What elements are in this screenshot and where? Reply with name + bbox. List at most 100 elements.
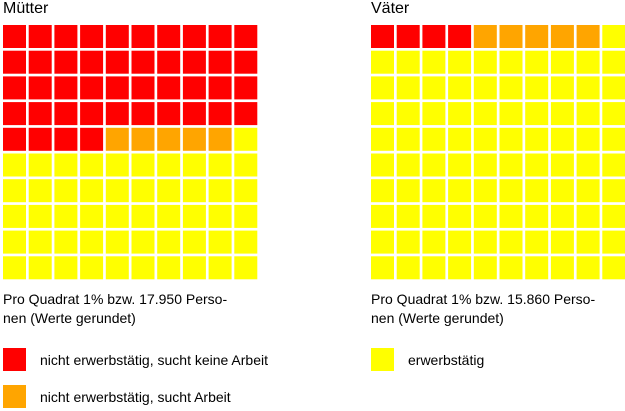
fathers-waffle-square: [422, 230, 446, 254]
fathers-waffle-square: [576, 256, 600, 280]
mothers-waffle-square: [80, 127, 104, 151]
mothers-waffle-square: [3, 179, 26, 203]
mothers-waffle-square: [208, 256, 232, 280]
fathers-waffle-square: [422, 127, 446, 151]
mothers-waffle-square: [3, 153, 26, 177]
fathers-waffle-square: [525, 179, 549, 203]
mothers-waffle-square: [131, 204, 155, 228]
mothers-waffle-square: [157, 204, 181, 228]
fathers-waffle-square: [473, 230, 497, 254]
fathers-waffle-square: [602, 230, 625, 254]
mothers-waffle-square: [157, 102, 181, 126]
mothers-waffle-square: [182, 50, 206, 74]
fathers-waffle-square: [371, 76, 394, 100]
fathers-waffle-square: [422, 179, 446, 203]
fathers-waffle-square: [525, 127, 549, 151]
fathers-waffle-square: [396, 256, 420, 280]
fathers-waffle-square: [525, 204, 549, 228]
fathers-waffle-square: [550, 256, 574, 280]
mothers-waffle-square: [234, 204, 258, 228]
mothers-waffle-square: [131, 25, 155, 48]
fathers-waffle-square: [525, 256, 549, 280]
mothers-waffle-square: [234, 102, 258, 126]
fathers-waffle-square: [576, 25, 600, 48]
mothers-waffle-square: [234, 76, 258, 100]
legend-item-working: erwerbstätig: [371, 348, 484, 371]
fathers-waffle-square: [448, 230, 472, 254]
fathers-waffle-square: [448, 76, 472, 100]
fathers-waffle-square: [396, 50, 420, 74]
mothers-waffle-square: [105, 204, 129, 228]
fathers-waffle-square: [550, 25, 574, 48]
mothers-waffle-square: [54, 25, 78, 48]
mothers-waffle-square: [105, 230, 129, 254]
mothers-waffle-square: [54, 230, 78, 254]
mothers-waffle-square: [80, 25, 104, 48]
fathers-waffle-square: [576, 76, 600, 100]
fathers-waffle-square: [371, 204, 394, 228]
mothers-waffle-square: [131, 256, 155, 280]
fathers-title: Väter: [371, 0, 410, 17]
mothers-waffle-square: [105, 153, 129, 177]
mothers-waffle-square: [157, 25, 181, 48]
mothers-waffle-square: [157, 179, 181, 203]
mothers-waffle-square: [3, 102, 26, 126]
mothers-waffle-square: [54, 76, 78, 100]
fathers-waffle-square: [602, 76, 625, 100]
mothers-waffle-square: [157, 153, 181, 177]
legend-swatch-orange: [3, 385, 26, 408]
fathers-waffle-square: [422, 76, 446, 100]
mothers-waffle-square: [54, 153, 78, 177]
mothers-waffle-square: [3, 230, 26, 254]
fathers-waffle-square: [448, 102, 472, 126]
fathers-waffle-square: [473, 256, 497, 280]
mothers-waffle-square: [131, 230, 155, 254]
mothers-waffle-square: [3, 76, 26, 100]
mothers-waffle-square: [131, 153, 155, 177]
mothers-waffle-square: [105, 256, 129, 280]
fathers-waffle-square: [602, 256, 625, 280]
fathers-waffle-square: [371, 230, 394, 254]
mothers-waffle-square: [54, 102, 78, 126]
mothers-waffle-square: [80, 179, 104, 203]
fathers-waffle-square: [371, 50, 394, 74]
fathers-waffle-square: [422, 102, 446, 126]
mothers-waffle-square: [28, 153, 52, 177]
mothers-waffle-square: [28, 204, 52, 228]
fathers-waffle-square: [422, 256, 446, 280]
mothers-waffle-square: [157, 50, 181, 74]
fathers-waffle-square: [550, 127, 574, 151]
mothers-waffle-square: [80, 153, 104, 177]
mothers-waffle-square: [3, 50, 26, 74]
mothers-waffle-square: [208, 153, 232, 177]
fathers-waffle-square: [448, 204, 472, 228]
fathers-waffle-square: [396, 153, 420, 177]
waffle-charts: [3, 25, 625, 280]
mothers-waffle-square: [157, 76, 181, 100]
fathers-waffle-square: [525, 76, 549, 100]
mothers-waffle-square: [234, 153, 258, 177]
mothers-waffle-square: [234, 256, 258, 280]
fathers-waffle-square: [602, 127, 625, 151]
fathers-waffle-square: [602, 179, 625, 203]
fathers-waffle-square: [525, 102, 549, 126]
fathers-waffle-square: [576, 204, 600, 228]
mothers-waffle-square: [234, 25, 258, 48]
fathers-waffle-square: [396, 204, 420, 228]
mothers-waffle-square: [208, 25, 232, 48]
mothers-waffle-square: [54, 50, 78, 74]
mothers-waffle-square: [131, 179, 155, 203]
fathers-waffle-square: [448, 50, 472, 74]
mothers-title: Mütter: [3, 0, 49, 17]
fathers-waffle-square: [473, 204, 497, 228]
mothers-waffle-square: [208, 179, 232, 203]
mothers-waffle-square: [105, 50, 129, 74]
fathers-waffle-square: [396, 127, 420, 151]
fathers-waffle-square: [448, 127, 472, 151]
fathers-waffle-square: [576, 50, 600, 74]
mothers-waffle-square: [28, 102, 52, 126]
mothers-waffle-square: [54, 204, 78, 228]
mothers-waffle-square: [28, 76, 52, 100]
mothers-waffle-square: [157, 256, 181, 280]
mothers-waffle-square: [28, 25, 52, 48]
